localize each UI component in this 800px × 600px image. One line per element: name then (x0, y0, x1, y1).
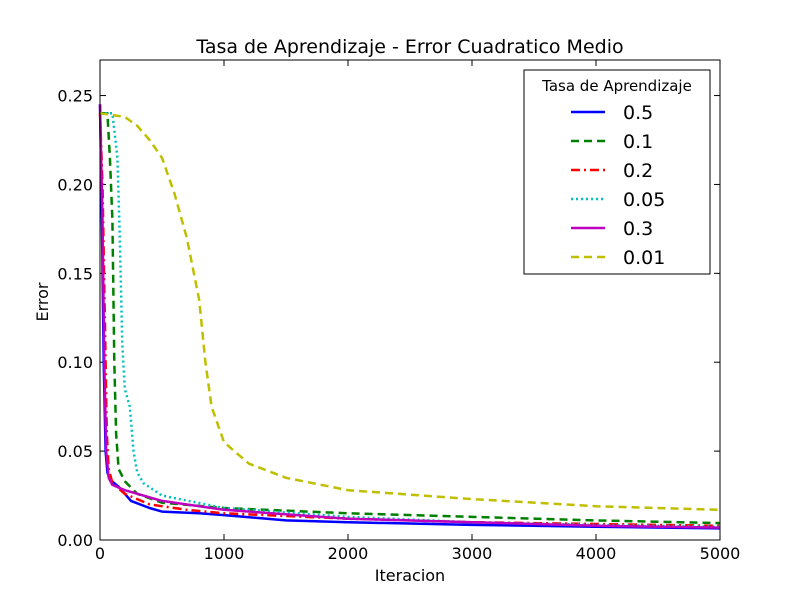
legend-items: 0.5 0.1 0.2 0.05 0.3 0.01 (571, 102, 665, 269)
y-tick-label: 0.00 (57, 531, 93, 550)
x-tick-label: 0 (95, 544, 105, 563)
legend-box (523, 69, 711, 275)
chart-title: Tasa de Aprendizaje - Error Cuadratico M… (195, 36, 623, 58)
plot-frame (99, 59, 721, 541)
legend-label: 0.3 (623, 218, 653, 240)
legend: Tasa de Aprendizaje 0.5 0.1 0.2 0.05 0.3 0.01 (523, 69, 711, 275)
y-axis-ticks: 0.00 0.05 0.10 0.15 0.20 0.25 (57, 87, 720, 550)
y-tick-label: 0.10 (57, 353, 93, 372)
y-tick-label: 0.20 (57, 175, 93, 194)
x-axis-ticks: 0 1000 2000 3000 4000 5000 (95, 60, 740, 563)
plot-series (98, 104, 721, 530)
x-tick-label: 1000 (204, 544, 245, 563)
y-tick-label: 0.25 (57, 87, 93, 106)
x-axis-title: Iteracion (375, 566, 445, 585)
legend-label: 0.2 (623, 160, 653, 182)
legend-label: 0.5 (623, 102, 653, 124)
y-tick-label: 0.15 (57, 264, 93, 283)
x-tick-label: 2000 (328, 544, 369, 563)
y-axis-title: Error (33, 282, 52, 321)
series-line-0.1 (100, 112, 721, 525)
series-line-0.01 (99, 112, 721, 512)
y-tick-label: 0.05 (57, 442, 93, 461)
x-tick-label: 3000 (452, 544, 493, 563)
x-tick-label: 4000 (576, 544, 617, 563)
series-line-0.3 (98, 104, 721, 529)
x-tick-label: 5000 (700, 544, 741, 563)
legend-label: 0.05 (623, 189, 665, 211)
legend-title: Tasa de Aprendizaje (541, 77, 692, 95)
legend-label: 0.01 (623, 247, 665, 269)
legend-label: 0.1 (623, 131, 653, 153)
